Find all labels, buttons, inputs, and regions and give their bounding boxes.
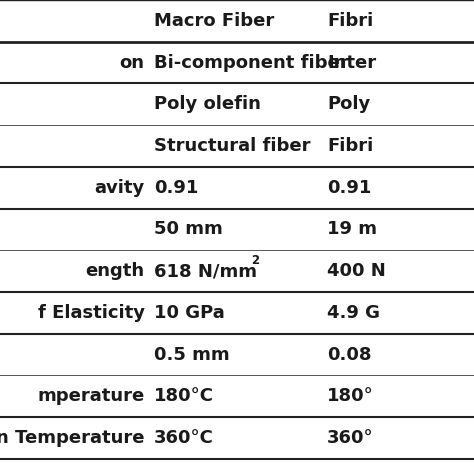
Text: 360°C: 360°C xyxy=(154,429,214,447)
Text: mperature: mperature xyxy=(37,387,145,405)
Text: Poly olefin: Poly olefin xyxy=(154,95,261,113)
Text: 0.5 mm: 0.5 mm xyxy=(154,346,230,364)
Text: on: on xyxy=(119,54,145,72)
Text: 2: 2 xyxy=(251,254,259,267)
Text: 360°: 360° xyxy=(327,429,374,447)
Text: Bi-component fiber: Bi-component fiber xyxy=(154,54,349,72)
Text: Macro Fiber: Macro Fiber xyxy=(154,12,274,30)
Text: f Elasticity: f Elasticity xyxy=(37,304,145,322)
Text: Inter: Inter xyxy=(327,54,376,72)
Text: 0.08: 0.08 xyxy=(327,346,372,364)
Text: 4.9 G: 4.9 G xyxy=(327,304,380,322)
Text: Structural fiber: Structural fiber xyxy=(154,137,310,155)
Text: Poly: Poly xyxy=(327,95,370,113)
Text: Fibri: Fibri xyxy=(327,12,374,30)
Text: Fibri: Fibri xyxy=(327,137,374,155)
Text: 50 mm: 50 mm xyxy=(154,220,223,238)
Text: 618 N/mm: 618 N/mm xyxy=(154,262,257,280)
Text: ength: ength xyxy=(85,262,145,280)
Text: 10 GPa: 10 GPa xyxy=(154,304,225,322)
Text: avity: avity xyxy=(94,179,145,197)
Text: 19 m: 19 m xyxy=(327,220,377,238)
Text: 0.91: 0.91 xyxy=(327,179,372,197)
Text: 180°: 180° xyxy=(327,387,374,405)
Text: 400 N: 400 N xyxy=(327,262,386,280)
Text: 180°C: 180°C xyxy=(154,387,214,405)
Text: 0.91: 0.91 xyxy=(154,179,199,197)
Text: tion Temperature: tion Temperature xyxy=(0,429,145,447)
